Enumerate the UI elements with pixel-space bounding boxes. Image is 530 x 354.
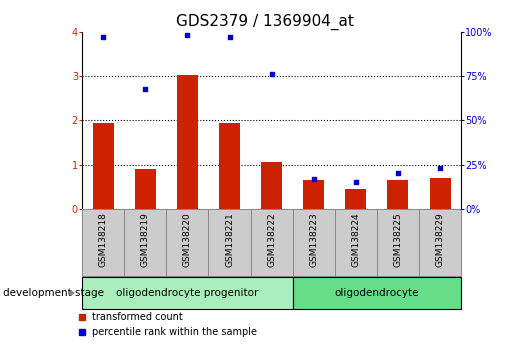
- Bar: [261, 162, 282, 209]
- Bar: [208, 209, 251, 276]
- Text: GSM138219: GSM138219: [141, 212, 150, 267]
- Bar: [251, 209, 293, 276]
- Point: [267, 72, 276, 77]
- Bar: [303, 180, 324, 209]
- Text: GSM138223: GSM138223: [309, 212, 318, 267]
- Bar: [135, 169, 156, 209]
- Bar: [429, 178, 450, 209]
- Text: GSM138221: GSM138221: [225, 212, 234, 267]
- Bar: [377, 209, 419, 276]
- Text: oligodendrocyte progenitor: oligodendrocyte progenitor: [116, 288, 259, 298]
- Text: GSM138222: GSM138222: [267, 212, 276, 267]
- Text: percentile rank within the sample: percentile rank within the sample: [92, 327, 257, 337]
- Bar: [293, 277, 461, 309]
- Bar: [293, 209, 335, 276]
- Text: oligodendrocyte: oligodendrocyte: [334, 288, 419, 298]
- Bar: [219, 122, 240, 209]
- Bar: [387, 180, 409, 209]
- Bar: [93, 122, 114, 209]
- Text: GSM138224: GSM138224: [351, 212, 360, 267]
- Text: GSM138225: GSM138225: [393, 212, 402, 267]
- Bar: [82, 277, 293, 309]
- Text: GDS2379 / 1369904_at: GDS2379 / 1369904_at: [176, 14, 354, 30]
- Point: [436, 165, 444, 171]
- Text: development stage: development stage: [3, 288, 104, 298]
- Text: GSM138220: GSM138220: [183, 212, 192, 267]
- Point: [99, 34, 108, 40]
- Point: [225, 34, 234, 40]
- Point: [183, 33, 192, 38]
- Text: GSM138229: GSM138229: [436, 212, 445, 267]
- Text: GSM138218: GSM138218: [99, 212, 108, 267]
- Bar: [419, 209, 461, 276]
- Bar: [335, 209, 377, 276]
- Point: [351, 179, 360, 185]
- Point: [141, 86, 149, 91]
- Bar: [124, 209, 166, 276]
- Bar: [346, 189, 366, 209]
- Bar: [177, 75, 198, 209]
- Text: transformed count: transformed count: [92, 312, 182, 322]
- Point: [310, 176, 318, 182]
- Point: [394, 171, 402, 176]
- Bar: [82, 209, 124, 276]
- Bar: [166, 209, 208, 276]
